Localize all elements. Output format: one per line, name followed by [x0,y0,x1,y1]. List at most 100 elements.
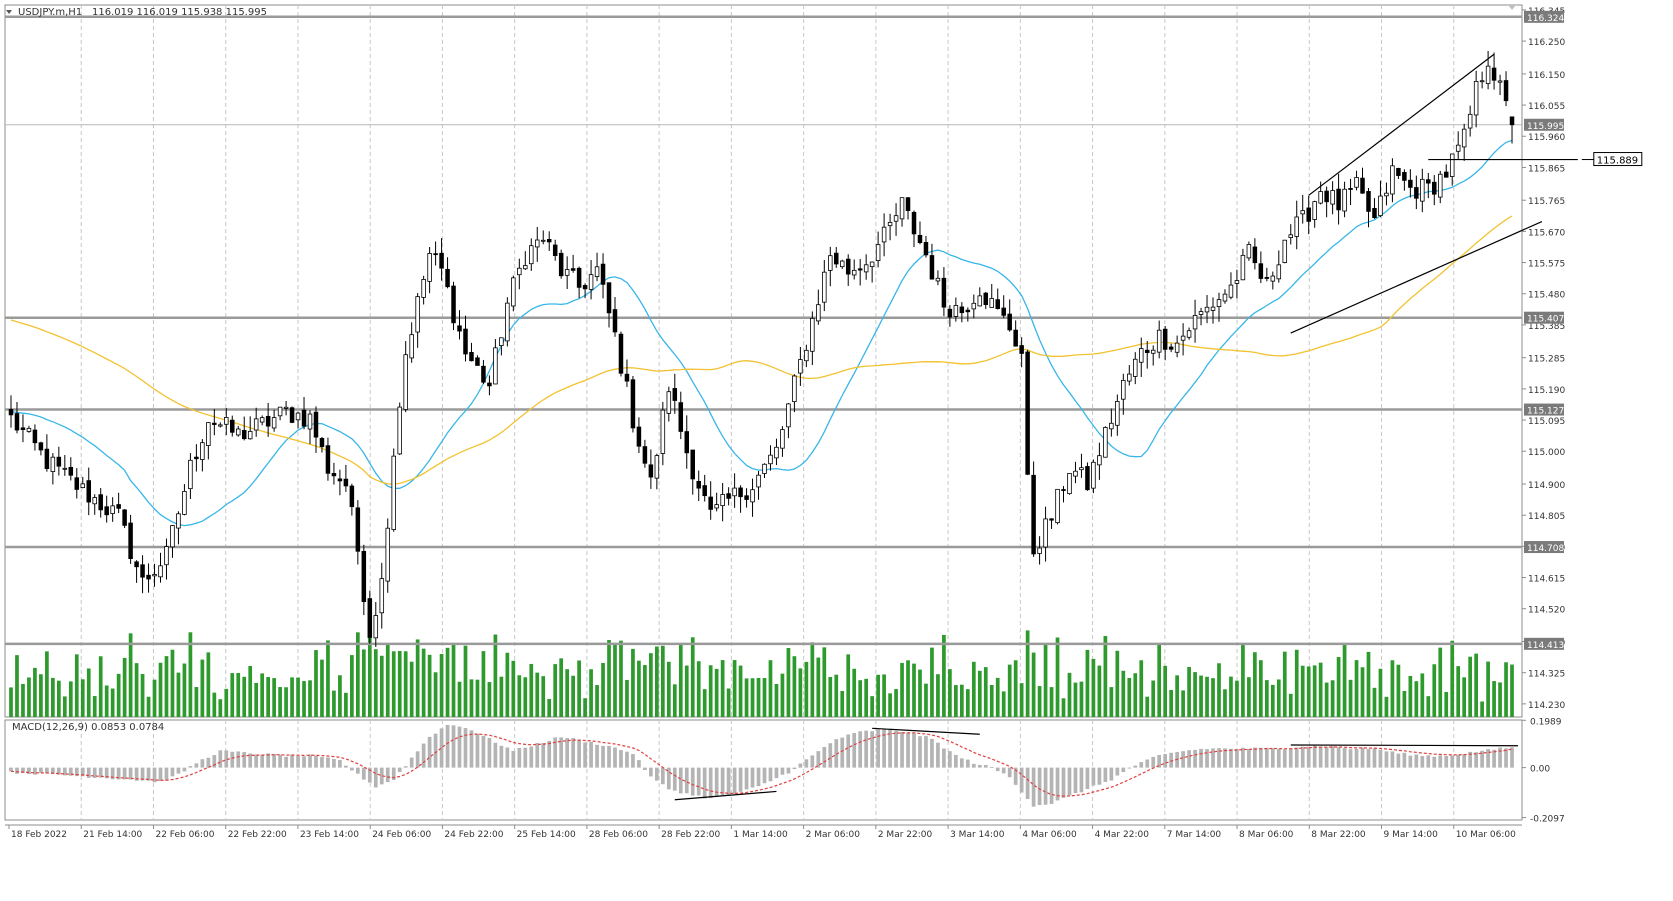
y-tick-label: 115.670 [1528,228,1565,238]
candle-body [899,197,905,220]
x-tick-label: 22 Feb 22:00 [228,830,287,840]
candle-body [1432,181,1437,195]
macd-histogram-bar [9,767,13,772]
macd-histogram-bar [900,731,904,768]
candle-body [1503,80,1509,102]
candle-body [32,429,38,444]
macd-histogram-bar [1480,750,1484,768]
candle-body [319,438,325,448]
x-tick-label: 4 Mar 06:00 [1022,830,1077,840]
candle-body [1479,80,1485,83]
macd-histogram-bar [1193,749,1197,768]
volume-bar [666,661,671,717]
macd-histogram-bar [284,756,288,768]
candle-body [481,365,486,383]
volume-bar [499,676,504,717]
volume-bar [756,677,761,717]
macd-histogram-bar [1013,767,1018,785]
volume-bar [882,674,886,717]
volume-bar [421,648,426,717]
macd-histogram-bar [51,767,55,775]
macd-histogram-bar [643,767,647,770]
y-tick-label: 115.765 [1528,197,1565,207]
macd-histogram-bar [1456,754,1461,768]
macd-histogram-bar [906,732,910,768]
macd-histogram-bar [798,763,803,768]
candle-body [475,357,480,366]
macd-histogram-bar [553,737,558,768]
volume-bar [1420,673,1425,717]
macd-histogram-bar [822,746,827,768]
volume-bar [314,650,318,717]
volume-bar [1288,693,1293,717]
y-tick-label: 114.230 [1528,701,1565,711]
macd-histogram-bar [613,747,617,768]
macd-histogram-bar [1097,767,1102,785]
volume-bar [541,676,546,717]
macd-histogram-bar [104,767,109,779]
y-tick-label: 115.385 [1528,322,1565,332]
candle-body [463,328,468,355]
macd-histogram-bar [571,738,575,768]
candle-body [295,412,301,421]
macd-histogram-bar [511,750,516,768]
volume-bar [744,678,749,717]
volume-bar [403,651,408,717]
volume-bar [810,642,815,717]
macd-histogram-bar [1043,767,1048,805]
volume-bar [631,648,635,717]
candle-body [487,382,492,387]
candle-body [505,302,510,342]
candle-body [253,418,259,431]
x-tick-label: 22 Feb 06:00 [155,830,214,840]
candle-body [224,416,229,425]
volume-bar [511,660,516,717]
collapse-triangle-icon[interactable] [6,10,12,14]
volume-bar [571,675,575,717]
candle-body [373,615,379,639]
candle-body [965,309,971,313]
candle-body [1031,474,1036,555]
candle-body [762,463,767,474]
slow-moving-average-line [10,215,1513,485]
candle-body [104,506,109,516]
marker-triangle-icon [1508,5,1517,10]
macd-histogram-bar [1312,745,1317,768]
volume-bar [977,670,982,717]
volume-bar [1025,630,1030,717]
candle-body [523,265,528,270]
candle-body [271,417,277,429]
volume-bar [296,677,300,717]
candle-body [457,325,462,332]
volume-bar [146,696,151,717]
volume-bar [1456,666,1461,717]
macd-histogram-bar [1420,756,1425,768]
volume-bar [1366,651,1371,717]
symbol-label: USDJPY.m,H1 [18,7,82,18]
volume-bar [1187,666,1191,717]
candle-body [1258,263,1264,279]
volume-bar [780,673,785,717]
volume-bar [1199,675,1203,717]
macd-histogram-bar [1306,746,1311,768]
candle-body [684,431,690,454]
candle-body [917,234,923,243]
candle-body [977,295,983,307]
macd-histogram-bar [631,754,635,768]
candle-body [594,266,600,277]
candle-body [499,337,504,346]
macd-histogram-bar [1187,750,1191,768]
price-tag [1524,637,1564,650]
macd-histogram-bar [188,766,193,768]
volume-bar [696,661,701,717]
macd-histogram-bar [1498,747,1502,768]
macd-histogram-bar [846,734,851,768]
candle-body [517,267,522,276]
macd-y-tick-label: -0.2097 [1530,815,1565,825]
macd-histogram-bar [828,743,833,768]
candle-body [953,305,959,317]
candle-body [1037,547,1042,554]
candle-body [140,564,145,578]
macd-histogram-bar [1091,767,1096,786]
volume-bar [344,692,348,717]
